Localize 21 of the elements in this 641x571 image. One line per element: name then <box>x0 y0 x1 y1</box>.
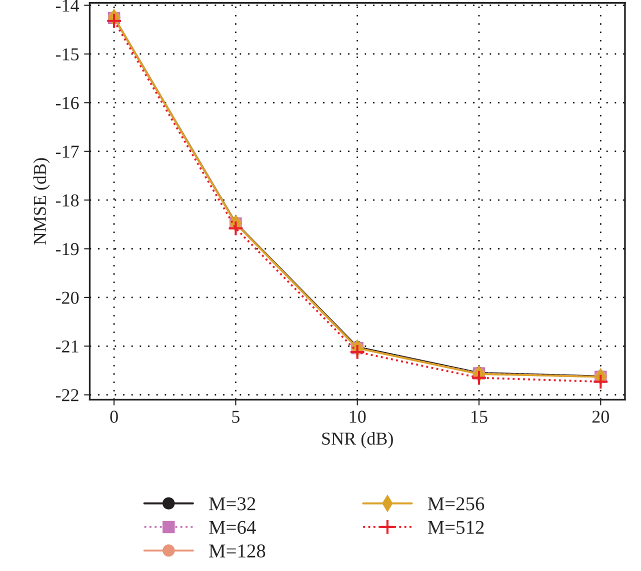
y-tick-label: -22 <box>56 389 78 402</box>
y-tick-label: -18 <box>56 194 79 206</box>
x-tick-label: 10 <box>350 410 366 423</box>
legend-label: M=128 <box>209 544 266 558</box>
legend-label: M=32 <box>209 497 256 510</box>
y-tick-label: -17 <box>56 146 79 158</box>
legend-label: M=256 <box>428 497 484 510</box>
legend-label: M=512 <box>428 520 484 534</box>
x-tick-label: 20 <box>592 410 609 423</box>
y-tick-label: -20 <box>56 292 79 304</box>
y-axis-title: NMSE (dB) <box>33 158 50 245</box>
y-tick-label: -21 <box>56 340 78 352</box>
x-axis-title: SNR (dB) <box>322 432 393 448</box>
x-tick-label: 5 <box>232 410 240 423</box>
y-tick-label: -15 <box>56 48 79 60</box>
x-tick-label: 15 <box>472 410 488 423</box>
legend-label: M=64 <box>209 520 256 534</box>
y-tick-label: -19 <box>56 243 79 256</box>
y-tick-label: -14 <box>56 0 80 12</box>
x-tick-label: 0 <box>110 410 118 423</box>
y-tick-label: -16 <box>56 96 79 110</box>
